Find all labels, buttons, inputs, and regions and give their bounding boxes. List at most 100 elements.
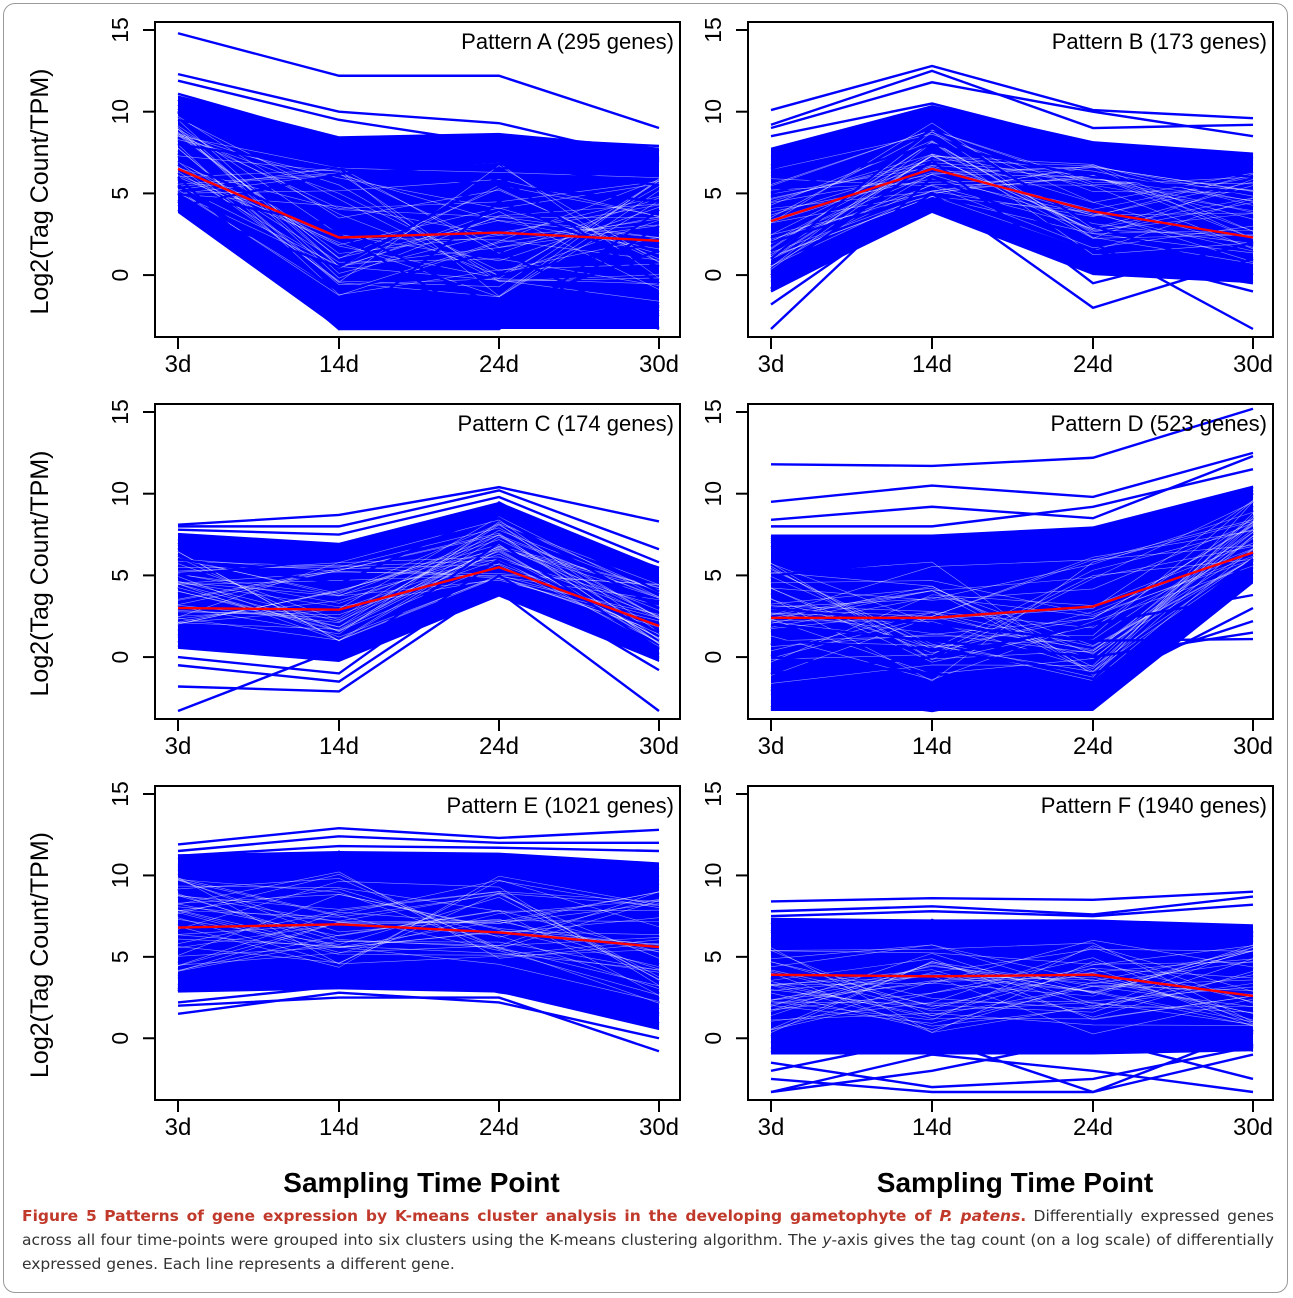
- gene-line-gap: [770, 519, 1254, 616]
- y-tick-label: 5: [107, 187, 133, 200]
- gene-line: [770, 1053, 1254, 1094]
- gene-line-gap: [770, 558, 1254, 660]
- gene-line-gap: [770, 531, 1254, 647]
- caption-title: Patterns of gene expression by K-means c…: [104, 1207, 1026, 1225]
- gene-line: [770, 145, 1254, 229]
- gene-line: [770, 606, 1254, 642]
- gene-line-gap: [177, 133, 660, 209]
- gene-line-gap: [770, 531, 1254, 675]
- gene-line-gap: [177, 159, 660, 287]
- gene-line: [770, 903, 1254, 918]
- gene-line: [770, 517, 1254, 668]
- gene-line-gap: [177, 128, 660, 274]
- mean-expression-line: [177, 923, 660, 949]
- gene-line: [770, 451, 1254, 504]
- gene-line-gap: [770, 545, 1254, 659]
- mean-expression-line: [177, 167, 660, 242]
- gene-line-gap: [770, 538, 1254, 676]
- gene-line: [770, 179, 1254, 254]
- gene-line-gap: [770, 512, 1254, 673]
- gene-line-gap: [770, 530, 1254, 617]
- caption-title-text: Patterns of gene expression by K-means c…: [104, 1207, 940, 1225]
- figure-caption: Figure 5 Patterns of gene expression by …: [22, 1204, 1274, 1276]
- gene-line-gap: [177, 878, 660, 1004]
- gene-line: [177, 980, 660, 1016]
- gene-line-gap: [770, 940, 1254, 986]
- gene-line-gap: [770, 546, 1254, 619]
- gene-line-gap: [177, 131, 660, 263]
- gene-line-gap: [770, 964, 1254, 1026]
- y-axis-label: Log2(Tag Count/TPM): [26, 832, 54, 1078]
- gene-line: [770, 935, 1254, 1050]
- gene-line: [177, 136, 660, 319]
- gene-line: [770, 191, 1254, 310]
- gene-line: [177, 984, 660, 1027]
- x-tick-label: 24d: [1073, 733, 1113, 760]
- y-axis-label: Log2(Tag Count/TPM): [26, 451, 54, 697]
- gene-line: [770, 593, 1254, 675]
- gene-line: [770, 102, 1254, 162]
- gene-line-gap: [177, 921, 660, 953]
- y-tick-label: 15: [700, 781, 726, 807]
- y-tick-label: 5: [107, 950, 133, 963]
- gene-line: [177, 159, 660, 331]
- gene-line: [177, 577, 660, 642]
- gene-line: [770, 995, 1254, 1039]
- gene-line: [177, 144, 660, 287]
- gene-line: [770, 1037, 1254, 1094]
- gene-line: [770, 1045, 1254, 1089]
- gene-line-gap: [177, 523, 660, 619]
- gene-line-gap: [177, 910, 660, 953]
- y-tick-label: 10: [107, 481, 133, 507]
- gene-line-gap: [770, 565, 1254, 680]
- gene-line-gap: [177, 139, 660, 209]
- x-tick-label: 14d: [912, 351, 952, 378]
- gene-line-gap: [770, 154, 1254, 239]
- gene-line-gap: [770, 196, 1254, 258]
- gene-line-gap: [770, 178, 1254, 249]
- gene-line-gap: [177, 161, 660, 298]
- y-tick-label: 0: [700, 651, 726, 664]
- mean-expression-line: [177, 565, 660, 628]
- gene-line-gap: [177, 519, 660, 633]
- gene-line-gap: [770, 948, 1254, 1012]
- y-tick-label: 10: [107, 863, 133, 889]
- gene-line-gap: [770, 155, 1254, 259]
- gene-line-gap: [770, 559, 1254, 647]
- gene-line-gap: [770, 529, 1254, 660]
- gene-line-gap: [177, 879, 660, 970]
- gene-line-gap: [770, 970, 1254, 1025]
- gene-line: [177, 862, 660, 987]
- gene-line-gap: [177, 920, 660, 967]
- gene-line: [177, 200, 660, 310]
- gene-line: [177, 495, 660, 564]
- gene-line-gap: [770, 950, 1254, 965]
- x-tick-label: 24d: [479, 1114, 519, 1141]
- x-tick-label: 24d: [479, 351, 519, 378]
- gene-line: [177, 140, 660, 249]
- gene-line-gap: [770, 958, 1254, 1020]
- y-tick-label: 15: [700, 17, 726, 43]
- gene-line-gap: [770, 549, 1254, 650]
- gene-line-gap: [770, 986, 1254, 1024]
- x-tick-label: 3d: [165, 351, 192, 378]
- gene-line-gap: [770, 548, 1254, 663]
- chart-panel-5: 0 5 10 15 3d 14d 24d 30d Pattern F (1940 genes) S…: [700, 781, 1274, 1198]
- chart-panel-2: 0 5 10 15 3d 14d 24d 30d Pattern C (174 genes) Lo…: [26, 399, 681, 760]
- gene-line-gap: [770, 557, 1254, 668]
- gene-line: [770, 64, 1254, 120]
- x-tick-label: 30d: [639, 733, 679, 760]
- gene-line-gap: [177, 192, 660, 290]
- gene-line: [177, 573, 660, 683]
- x-tick-label: 3d: [758, 733, 785, 760]
- gene-line-gap: [770, 159, 1254, 200]
- plot-area: [770, 890, 1254, 1094]
- gene-line: [770, 918, 1254, 1044]
- gene-line-gap: [770, 946, 1254, 1010]
- panel-title: Pattern C (174 genes): [458, 411, 674, 436]
- gene-line: [177, 159, 660, 249]
- x-tick-label: 24d: [1073, 351, 1113, 378]
- gene-line-gap: [770, 945, 1254, 1010]
- gene-line: [770, 81, 1254, 138]
- x-axis-label: Sampling Time Point: [283, 1167, 559, 1198]
